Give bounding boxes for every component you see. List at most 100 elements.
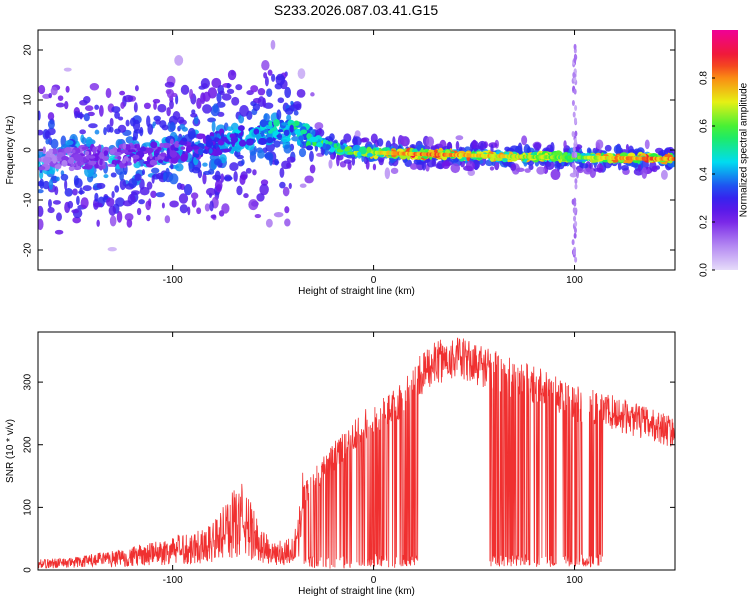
heatmap-cell — [202, 162, 208, 167]
heatmap-cell — [281, 122, 288, 126]
heatmap-cell — [528, 164, 534, 171]
heat-ytick: 10 — [23, 94, 675, 106]
heatmap-cell — [131, 144, 135, 149]
heatmap-cell — [81, 137, 87, 145]
heatmap-cell — [171, 92, 178, 97]
heatmap-cell — [64, 179, 68, 191]
heatmap-cell — [556, 159, 561, 172]
heatmap-cell — [149, 153, 153, 160]
heatmap-cell — [163, 171, 167, 183]
heatmap-cell — [81, 165, 89, 170]
heatmap-cell — [265, 142, 275, 152]
heatmap-cell — [343, 146, 351, 152]
heatmap-cell — [208, 148, 213, 154]
heatmap-cell — [76, 195, 80, 206]
heatmap-cell — [96, 182, 106, 190]
heatmap-cell — [273, 119, 280, 127]
heatmap-cell — [152, 98, 161, 104]
heatmap-cell — [274, 83, 283, 90]
heatmap-cell — [133, 102, 138, 113]
heatmap-cell — [330, 153, 334, 160]
heatmap-cell — [99, 158, 103, 166]
heatmap-cell — [515, 167, 525, 172]
heat-ytick-label: 0 — [23, 147, 34, 153]
heatmap-cell — [70, 163, 76, 167]
heatmap-cell — [255, 133, 260, 140]
heatmap-cell — [67, 200, 74, 209]
heatmap-cell — [125, 119, 130, 127]
heatmap-cell — [42, 156, 51, 165]
heatmap-cell — [651, 165, 658, 173]
heatmap-cell — [273, 211, 284, 218]
heatmap-cell — [267, 130, 273, 134]
heatmap-cell — [139, 186, 150, 196]
heatmap-cell — [119, 90, 126, 96]
heatmap-cell — [212, 137, 220, 143]
snr-xtick: 100 — [566, 332, 583, 586]
heatmap-cell — [48, 198, 52, 208]
heatmap-cell — [227, 69, 237, 81]
heatmap-cell — [48, 148, 53, 155]
heatmap-cell — [367, 152, 374, 157]
heatmap-cell — [202, 172, 207, 185]
heatmap-cell — [574, 256, 578, 263]
heatmap-cell — [366, 146, 372, 154]
heatmap-cell — [132, 119, 141, 132]
snr-xtick-label: 0 — [371, 575, 377, 586]
heatmap-cell — [50, 86, 58, 96]
heatmap-cell — [159, 152, 167, 157]
heatmap-cell — [574, 183, 578, 190]
heatmap-cell — [38, 84, 46, 95]
heat-xlabel: Height of straight line (km) — [298, 286, 415, 297]
heatmap-cell — [139, 146, 147, 152]
heatmap-cell — [67, 156, 75, 164]
heatmap-cell — [208, 138, 213, 145]
heatmap-cell — [216, 101, 226, 108]
heatmap-cell — [64, 100, 69, 110]
heatmap-cell — [316, 142, 323, 148]
heatmap-cell — [400, 135, 405, 146]
heatmap-cell — [264, 152, 274, 161]
heatmap-cell — [245, 167, 252, 174]
heatmap-cell — [79, 129, 86, 135]
heatmap-cell — [72, 216, 81, 224]
heatmap-cell — [98, 144, 102, 152]
heatmap-cell — [236, 154, 244, 160]
heatmap-cell — [149, 159, 158, 166]
heatmap-cell — [455, 135, 464, 141]
heatmap-cell — [571, 198, 575, 205]
heatmap-cell — [262, 97, 267, 108]
heatmap-cell — [226, 126, 234, 132]
heatmap-cell — [143, 160, 150, 165]
heatmap-cell — [583, 167, 593, 175]
heatmap-cell — [572, 71, 576, 78]
heatmap-cell — [245, 139, 254, 146]
heatmap-cell — [38, 110, 41, 121]
heatmap-cell — [378, 158, 384, 166]
heatmap-cell — [174, 163, 184, 172]
heatmap-cell — [128, 178, 138, 189]
heatmap-cell — [187, 206, 191, 216]
colorbar-tick-label: 0.8 — [699, 71, 710, 85]
heatmap-cell — [593, 167, 603, 172]
heatmap-cell — [82, 185, 92, 192]
heatmap-cell — [109, 148, 115, 155]
heatmap-cell — [210, 214, 217, 219]
heatmap-cell — [175, 94, 179, 105]
heatmap-cell — [174, 55, 184, 66]
heatmap-cell — [283, 129, 290, 136]
heatmap-cell — [569, 172, 578, 178]
snr-xtick-label: 100 — [566, 575, 583, 586]
heatmap-cell — [148, 198, 152, 207]
heatmap-cell — [54, 229, 64, 235]
heatmap-cell — [286, 156, 296, 163]
heatmap-cell — [295, 103, 302, 111]
heatmap-cell — [235, 84, 243, 91]
heatmap-cell — [336, 149, 344, 153]
heatmap-cell — [214, 179, 223, 191]
heatmap-cell — [202, 104, 212, 114]
heatmap-cell — [136, 207, 142, 216]
heatmap-cell — [120, 101, 125, 109]
heatmap-cell — [38, 205, 44, 218]
